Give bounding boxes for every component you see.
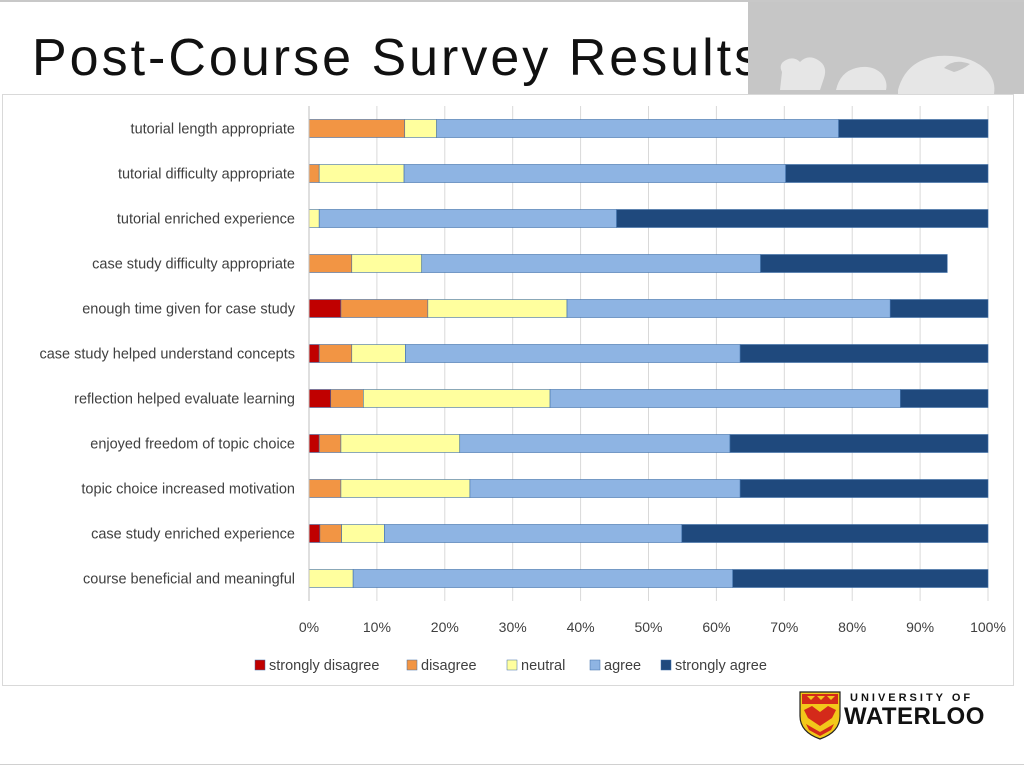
legend-swatch: [406, 659, 418, 671]
bar-segment-agree: [566, 299, 891, 318]
bar-segment-agree: [318, 209, 617, 228]
bar-segment-strongly-agree: [785, 164, 989, 183]
x-tick-label: 100%: [970, 619, 1006, 635]
bar-segment-agree: [436, 119, 839, 138]
category-label: enough time given for case study: [82, 302, 296, 318]
x-tick-label: 60%: [702, 619, 730, 635]
category-label: enjoyed freedom of topic choice: [90, 437, 295, 453]
x-tick-label: 80%: [838, 619, 866, 635]
x-tick-label: 70%: [770, 619, 798, 635]
x-tick-label: 0%: [299, 619, 319, 635]
crest-icon: [799, 691, 841, 740]
bar-segment-neutral: [404, 119, 437, 138]
bar-segment-strongly-agree: [900, 389, 989, 408]
bar-segment-agree: [352, 569, 733, 588]
bar-segment-disagree: [308, 164, 320, 183]
category-label: topic choice increased motivation: [81, 482, 295, 498]
bar-segment-strongly-agree: [739, 344, 989, 363]
bar-segment-strongly-disagree: [308, 389, 332, 408]
university-logo: UNIVERSITY OF WATERLOO: [798, 690, 998, 740]
x-tick-label: 50%: [634, 619, 662, 635]
category-label: tutorial difficulty appropriate: [118, 167, 295, 183]
bar-segment-strongly-agree: [760, 254, 948, 273]
bar-segment-neutral: [340, 434, 461, 453]
bar-segment-neutral: [351, 254, 423, 273]
bar-segment-agree: [405, 344, 741, 363]
bar-segment-strongly-disagree: [308, 344, 320, 363]
bar-segment-neutral: [308, 569, 354, 588]
x-tick-label: 10%: [363, 619, 391, 635]
bar-segment-agree: [384, 524, 683, 543]
bar-segment-agree: [469, 479, 741, 498]
legend-label: strongly agree: [675, 658, 767, 674]
bar-segment-neutral: [340, 479, 471, 498]
x-tick-label: 40%: [567, 619, 595, 635]
legend-swatch: [254, 659, 266, 671]
category-label: case study difficulty appropriate: [92, 257, 295, 273]
bar-segment-strongly-disagree: [308, 524, 321, 543]
category-label: course beneficial and meaningful: [83, 572, 295, 588]
decorative-banner: [748, 2, 1024, 94]
x-tick-label: 30%: [499, 619, 527, 635]
chart-panel: tutorial length appropriate tutorial diff…: [2, 94, 1014, 686]
bar-segment-agree: [421, 254, 761, 273]
category-label: case study enriched experience: [91, 527, 295, 543]
bar-segment-neutral: [351, 344, 406, 363]
category-label: tutorial enriched experience: [117, 212, 295, 228]
bar-segment-disagree: [318, 344, 353, 363]
bar-segment-disagree: [318, 434, 342, 453]
bar-segment-strongly-agree: [889, 299, 989, 318]
bar-segment-strongly-agree: [729, 434, 989, 453]
bar-segment-disagree: [330, 389, 364, 408]
category-label: case study helped understand concepts: [39, 347, 295, 363]
bar-segment-strongly-agree: [732, 569, 989, 588]
bottom-border: [0, 764, 1024, 765]
bar-segment-neutral: [341, 524, 385, 543]
lion-watermark-image: [780, 55, 995, 94]
bar-segment-neutral: [363, 389, 551, 408]
legend-swatch: [660, 659, 672, 671]
category-label: tutorial length appropriate: [131, 122, 295, 138]
legend-swatch: [506, 659, 518, 671]
legend-swatch: [589, 659, 601, 671]
legend-label: disagree: [421, 658, 477, 674]
stacked-bar-chart: tutorial length appropriate tutorial diff…: [39, 106, 1006, 674]
category-label: reflection helped evaluate learning: [74, 392, 295, 408]
slide-title: Post-Course Survey Results: [32, 29, 764, 87]
bar-segment-agree: [549, 389, 901, 408]
bar-segment-disagree: [308, 254, 353, 273]
x-tick-label: 90%: [906, 619, 934, 635]
bar-segment-neutral: [318, 164, 405, 183]
legend-label: neutral: [521, 658, 565, 674]
legend-label: agree: [604, 658, 641, 674]
bar-segment-neutral: [427, 299, 568, 318]
bar-segment-strongly-agree: [681, 524, 989, 543]
top-border: [0, 0, 1024, 2]
bar-segment-disagree: [340, 299, 429, 318]
bar-segment-agree: [403, 164, 786, 183]
bar-segment-agree: [459, 434, 731, 453]
x-tick-label: 20%: [431, 619, 459, 635]
bar-segment-strongly-agree: [739, 479, 989, 498]
bar-segment-neutral: [308, 209, 320, 228]
logo-university-of: UNIVERSITY OF: [850, 692, 974, 704]
bar-segment-disagree: [308, 119, 406, 138]
bar-segment-strongly-disagree: [308, 434, 320, 453]
bar-segment-strongly-agree: [838, 119, 989, 138]
bar-segment-strongly-disagree: [308, 299, 342, 318]
bar-segment-disagree: [308, 479, 342, 498]
bar-segment-disagree: [319, 524, 342, 543]
legend-label: strongly disagree: [269, 658, 379, 674]
logo-waterloo: WATERLOO: [844, 703, 985, 730]
bar-segment-strongly-agree: [616, 209, 989, 228]
